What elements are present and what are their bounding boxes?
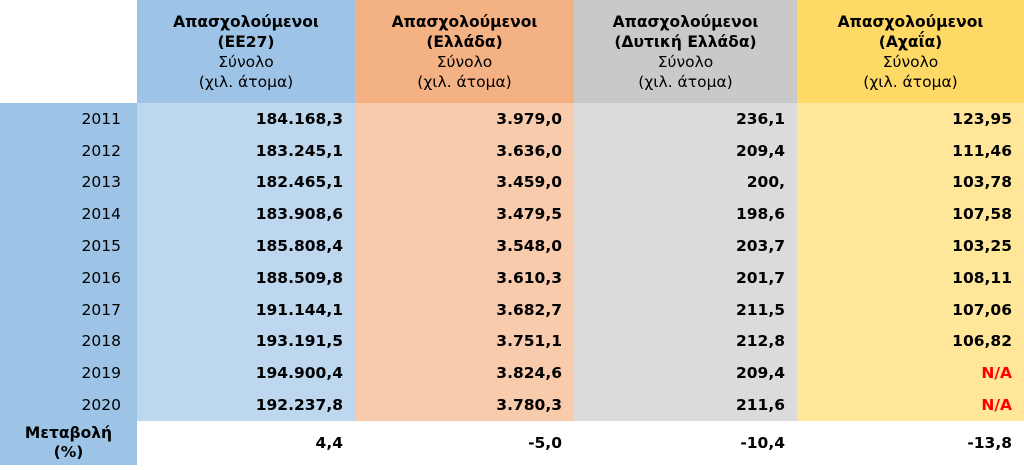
cell-achaia: 111,46 xyxy=(797,134,1024,167)
header-corner xyxy=(0,0,137,103)
header-region: (Ελλάδα) xyxy=(426,32,503,51)
year-cell: 2014 xyxy=(0,198,137,231)
cell-achaia: 107,58 xyxy=(797,198,1024,231)
cell-achaia: N/A xyxy=(797,389,1024,421)
header-sub: Σύνολο xyxy=(436,52,493,71)
change-label-line1: Μεταβολή xyxy=(24,423,113,442)
year-cell: 2013 xyxy=(0,166,137,199)
year-cell: 2018 xyxy=(0,325,137,358)
year-cell: 2015 xyxy=(0,230,137,262)
header-unit: (χιλ. άτομα) xyxy=(417,72,512,91)
cell-eu27: 191.144,1 xyxy=(137,293,355,326)
header-unit: (χιλ. άτομα) xyxy=(638,72,733,91)
year-cell: 2020 xyxy=(0,389,137,421)
year-cell: 2011 xyxy=(0,103,137,135)
cell-greece: 3.824,6 xyxy=(355,357,574,390)
cell-eu27: 188.509,8 xyxy=(137,261,355,294)
cell-achaia: N/A xyxy=(797,357,1024,390)
cell-eu27: 194.900,4 xyxy=(137,357,355,390)
cell-greece: 3.751,1 xyxy=(355,325,574,358)
cell-western-greece: 212,8 xyxy=(574,325,797,358)
cell-achaia: 108,11 xyxy=(797,261,1024,294)
table-row: 2013 182.465,1 3.459,0 200, 103,78 xyxy=(0,166,1024,199)
header-region: (Δυτική Ελλάδα) xyxy=(614,32,757,51)
cell-eu27: 182.465,1 xyxy=(137,166,355,199)
cell-achaia: 107,06 xyxy=(797,293,1024,326)
cell-eu27: 192.237,8 xyxy=(137,389,355,421)
change-label-line2: (%) xyxy=(53,442,84,461)
cell-greece: 3.548,0 xyxy=(355,230,574,262)
cell-greece: 3.682,7 xyxy=(355,293,574,326)
header-row: Απασχολούμενοι (ΕΕ27) Σύνολο (χιλ. άτομα… xyxy=(0,0,1024,103)
table-row: 2014 183.908,6 3.479,5 198,6 107,58 xyxy=(0,198,1024,231)
header-region: (Αχαΐα) xyxy=(878,32,943,51)
cell-achaia: 103,25 xyxy=(797,230,1024,262)
cell-greece: 3.979,0 xyxy=(355,103,574,135)
header-sub: Σύνολο xyxy=(882,52,939,71)
change-greece: -5,0 xyxy=(355,420,574,465)
cell-western-greece: 211,5 xyxy=(574,293,797,326)
header-unit: (χιλ. άτομα) xyxy=(198,72,294,91)
cell-achaia: 106,82 xyxy=(797,325,1024,358)
header-title: Απασχολούμενοι xyxy=(391,12,538,31)
table-row: 2015 185.808,4 3.548,0 203,7 103,25 xyxy=(0,230,1024,262)
cell-western-greece: 209,4 xyxy=(574,134,797,167)
table-row: 2011 184.168,3 3.979,0 236,1 123,95 xyxy=(0,103,1024,135)
table-row: 2019 194.900,4 3.824,6 209,4 N/A xyxy=(0,357,1024,390)
cell-western-greece: 201,7 xyxy=(574,261,797,294)
cell-eu27: 193.191,5 xyxy=(137,325,355,358)
header-sub: Σύνολο xyxy=(218,52,274,71)
header-unit: (χιλ. άτομα) xyxy=(863,72,958,91)
header-title: Απασχολούμενοι xyxy=(837,12,984,31)
cell-western-greece: 203,7 xyxy=(574,230,797,262)
header-eu27: Απασχολούμενοι (ΕΕ27) Σύνολο (χιλ. άτομα… xyxy=(137,0,355,103)
cell-greece: 3.479,5 xyxy=(355,198,574,231)
cell-eu27: 184.168,3 xyxy=(137,103,355,135)
header-sub: Σύνολο xyxy=(657,52,714,71)
cell-western-greece: 236,1 xyxy=(574,103,797,135)
year-cell: 2019 xyxy=(0,357,137,390)
header-western-greece: Απασχολούμενοι (Δυτική Ελλάδα) Σύνολο (χ… xyxy=(574,0,797,103)
header-region: (ΕΕ27) xyxy=(217,32,275,51)
cell-greece: 3.610,3 xyxy=(355,261,574,294)
change-achaia: -13,8 xyxy=(797,420,1024,465)
table-row: 2017 191.144,1 3.682,7 211,5 107,06 xyxy=(0,293,1024,326)
cell-eu27: 183.245,1 xyxy=(137,134,355,167)
year-cell: 2016 xyxy=(0,261,137,294)
table-row: 2016 188.509,8 3.610,3 201,7 108,11 xyxy=(0,261,1024,294)
cell-greece: 3.780,3 xyxy=(355,389,574,421)
table-row: 2020 192.237,8 3.780,3 211,6 N/A xyxy=(0,389,1024,421)
header-greece: Απασχολούμενοι (Ελλάδα) Σύνολο (χιλ. άτο… xyxy=(355,0,574,103)
cell-western-greece: 198,6 xyxy=(574,198,797,231)
change-eu27: 4,4 xyxy=(137,420,355,465)
cell-eu27: 183.908,6 xyxy=(137,198,355,231)
change-label: Μεταβολή (%) xyxy=(0,420,137,465)
cell-eu27: 185.808,4 xyxy=(137,230,355,262)
year-cell: 2012 xyxy=(0,134,137,167)
cell-achaia: 123,95 xyxy=(797,103,1024,135)
change-western-greece: -10,4 xyxy=(574,420,797,465)
cell-western-greece: 209,4 xyxy=(574,357,797,390)
table-row: 2018 193.191,5 3.751,1 212,8 106,82 xyxy=(0,325,1024,358)
change-row: Μεταβολή (%) 4,4 -5,0 -10,4 -13,8 xyxy=(0,420,1024,465)
year-cell: 2017 xyxy=(0,293,137,326)
cell-greece: 3.636,0 xyxy=(355,134,574,167)
cell-greece: 3.459,0 xyxy=(355,166,574,199)
cell-western-greece: 200, xyxy=(574,166,797,199)
header-title: Απασχολούμενοι xyxy=(173,12,319,31)
cell-achaia: 103,78 xyxy=(797,166,1024,199)
table-row: 2012 183.245,1 3.636,0 209,4 111,46 xyxy=(0,134,1024,167)
header-title: Απασχολούμενοι xyxy=(612,12,759,31)
cell-western-greece: 211,6 xyxy=(574,389,797,421)
header-achaia: Απασχολούμενοι (Αχαΐα) Σύνολο (χιλ. άτομ… xyxy=(797,0,1024,103)
